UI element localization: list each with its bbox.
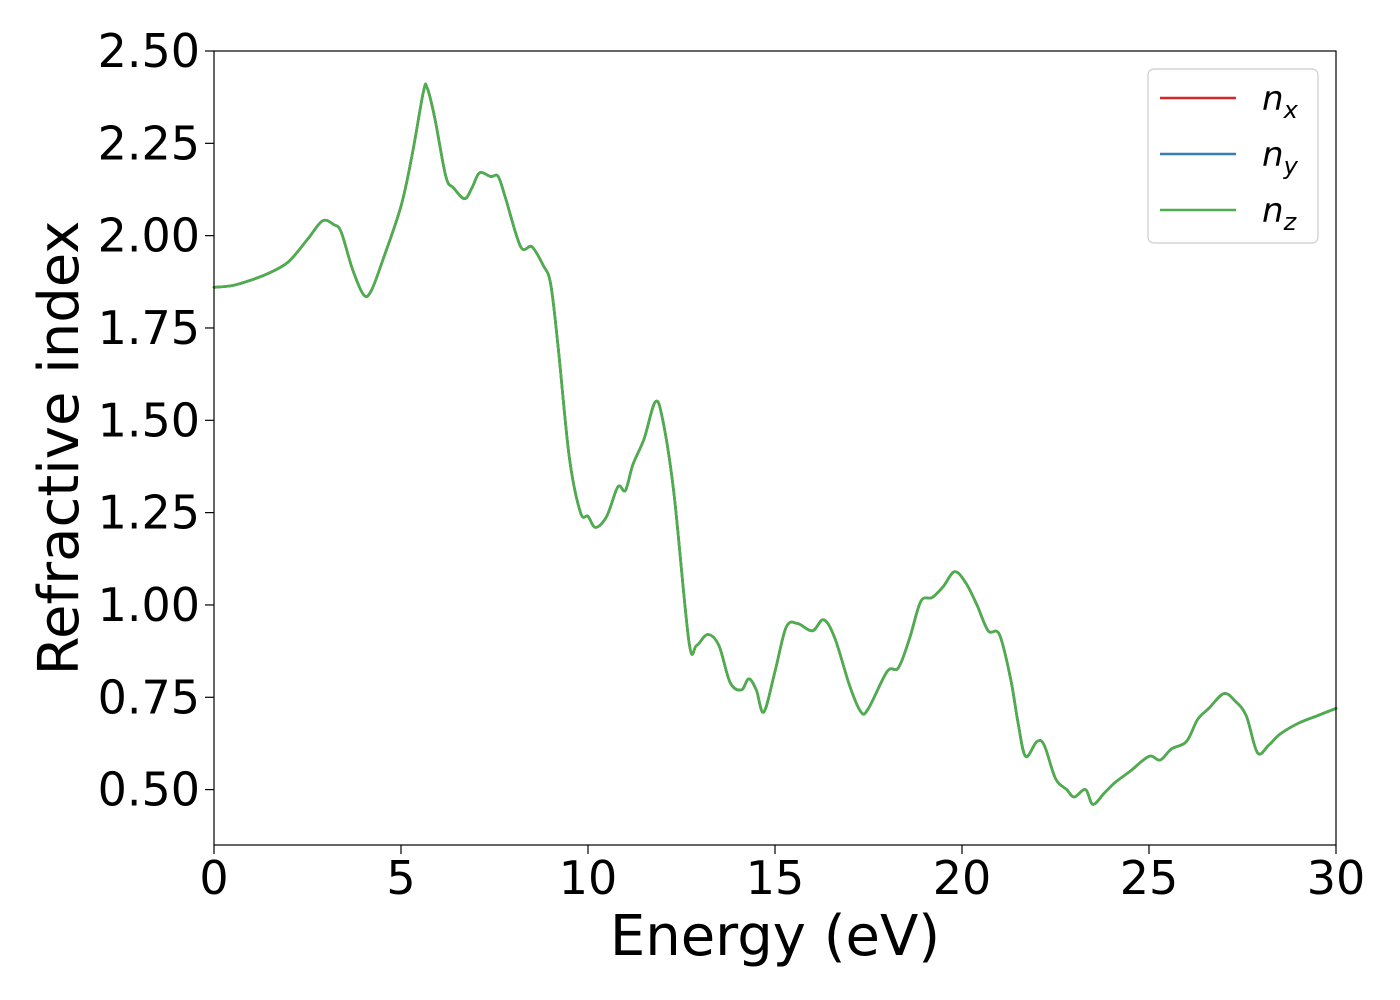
legend-label-n-x: nx [1262,79,1299,124]
x-tick-label: 10 [559,851,618,905]
y-tick-label: 1.00 [98,578,200,632]
x-axis-label: Energy (eV) [610,904,940,969]
y-axis-ticks: 0.50 0.75 1.00 1.25 1.50 1.75 2.00 2.25 2.50 [98,24,214,817]
y-tick-label: 0.50 [98,763,200,817]
y-tick-label: 1.25 [98,486,200,540]
x-tick-label: 30 [1307,851,1366,905]
legend-label-n-z: nz [1262,191,1298,236]
y-axis-label: Refractive index [27,221,92,676]
y-tick-label: 0.75 [98,670,200,724]
x-tick-label: 20 [933,851,992,905]
legend: nx ny nz [1147,68,1319,244]
y-tick-label: 1.50 [98,393,200,447]
x-tick-label: 25 [1120,851,1179,905]
y-tick-label: 1.75 [98,301,200,355]
y-tick-label: 2.25 [98,116,200,170]
series-layer [212,82,1338,806]
x-axis-ticks: 0 5 10 15 20 25 30 [199,845,1365,905]
x-tick-label: 5 [386,851,415,905]
x-tick-label: 0 [199,851,228,905]
x-tick-label: 15 [746,851,805,905]
legend-box [1147,68,1319,244]
legend-label-n-y: ny [1262,135,1299,180]
y-tick-label: 2.50 [98,24,200,78]
y-tick-label: 2.00 [98,209,200,263]
series-line-n-z [212,82,1338,806]
